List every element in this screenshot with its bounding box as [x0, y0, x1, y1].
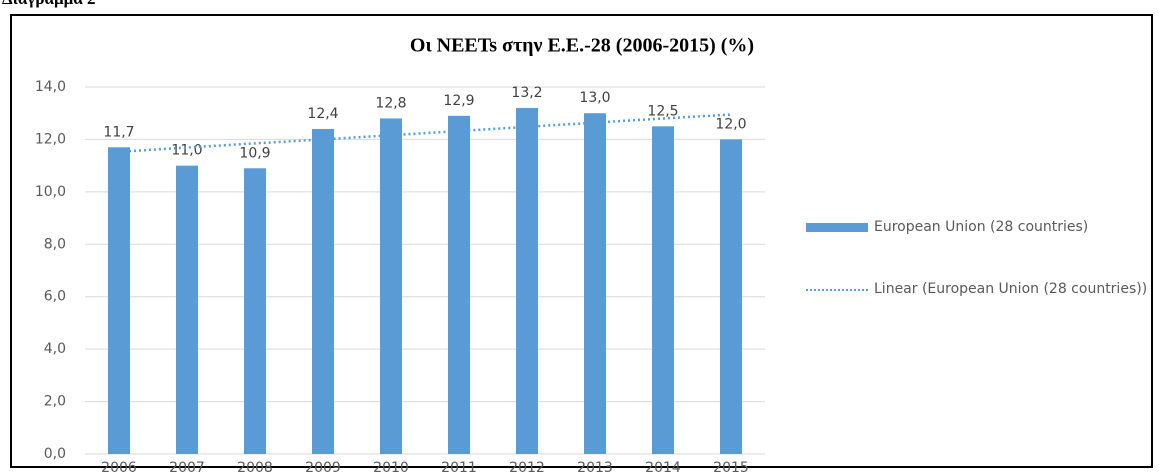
data-label: 12,8 — [375, 95, 406, 111]
x-tick-label: 2011 — [441, 460, 477, 472]
legend-label: Linear (European Union (28 countries)) — [874, 281, 1148, 297]
y-tick-label: 10,0 — [35, 184, 66, 200]
legend-item: European Union (28 countries) — [806, 216, 1154, 238]
data-label: 13,2 — [511, 85, 542, 101]
x-tick-label: 2007 — [169, 460, 205, 472]
data-label: 10,9 — [239, 145, 270, 161]
y-tick-label: 6,0 — [44, 289, 66, 305]
x-tick-label: 2010 — [373, 460, 409, 472]
x-tick-label: 2008 — [237, 460, 273, 472]
bar — [312, 128, 334, 454]
chart-frame — [10, 14, 1153, 468]
legend-item: Linear (European Union (28 countries)) — [806, 278, 1154, 300]
y-tick-label: 4,0 — [44, 341, 66, 357]
x-tick-label: 2006 — [101, 460, 137, 472]
x-tick-label: 2009 — [305, 460, 341, 472]
data-label: 12,5 — [647, 103, 678, 119]
bar — [448, 115, 470, 454]
bar — [176, 165, 198, 454]
bar — [380, 118, 402, 454]
bar — [652, 126, 674, 455]
bar — [516, 107, 538, 454]
bar — [720, 139, 742, 454]
legend-swatch — [806, 289, 868, 291]
bar — [108, 147, 130, 455]
legend-swatch — [806, 223, 868, 232]
y-tick-label: 14,0 — [35, 79, 66, 95]
y-tick-label: 0,0 — [44, 446, 66, 462]
y-tick-label: 2,0 — [44, 394, 66, 410]
data-label: 11,0 — [171, 143, 202, 159]
y-tick-label: 12,0 — [35, 131, 66, 147]
data-label: 12,0 — [715, 116, 746, 132]
chart-title: Οι NEETs στην Ε.Ε.-28 (2006-2015) (%) — [410, 35, 754, 57]
y-tick-label: 8,0 — [44, 236, 66, 252]
legend-label: European Union (28 countries) — [874, 219, 1089, 235]
data-label: 12,9 — [443, 93, 474, 109]
x-tick-label: 2015 — [713, 460, 749, 472]
caption: Διάγραμμα 2 — [2, 0, 95, 9]
data-label: 11,7 — [103, 124, 134, 140]
data-label: 13,0 — [579, 90, 610, 106]
trend-line — [118, 113, 732, 153]
bar — [584, 113, 606, 454]
bar — [244, 168, 266, 454]
data-label: 12,4 — [307, 106, 338, 122]
x-tick-label: 2013 — [577, 460, 613, 472]
x-tick-label: 2014 — [645, 460, 681, 472]
x-tick-label: 2012 — [509, 460, 545, 472]
